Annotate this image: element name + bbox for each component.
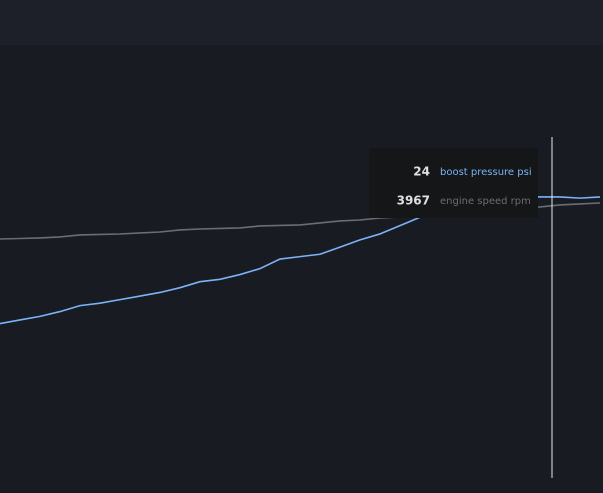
- tooltip-series-name: engine speed rpm: [440, 196, 531, 207]
- tooltip-box: [369, 148, 538, 218]
- tooltip-value: 24: [413, 165, 430, 179]
- tooltip-series-name: boost pressure psi: [440, 167, 532, 178]
- top-bar: [0, 0, 603, 45]
- tooltip: 24 boost pressure psi 3967 engine speed …: [369, 148, 538, 218]
- tooltip-value: 3967: [397, 194, 430, 208]
